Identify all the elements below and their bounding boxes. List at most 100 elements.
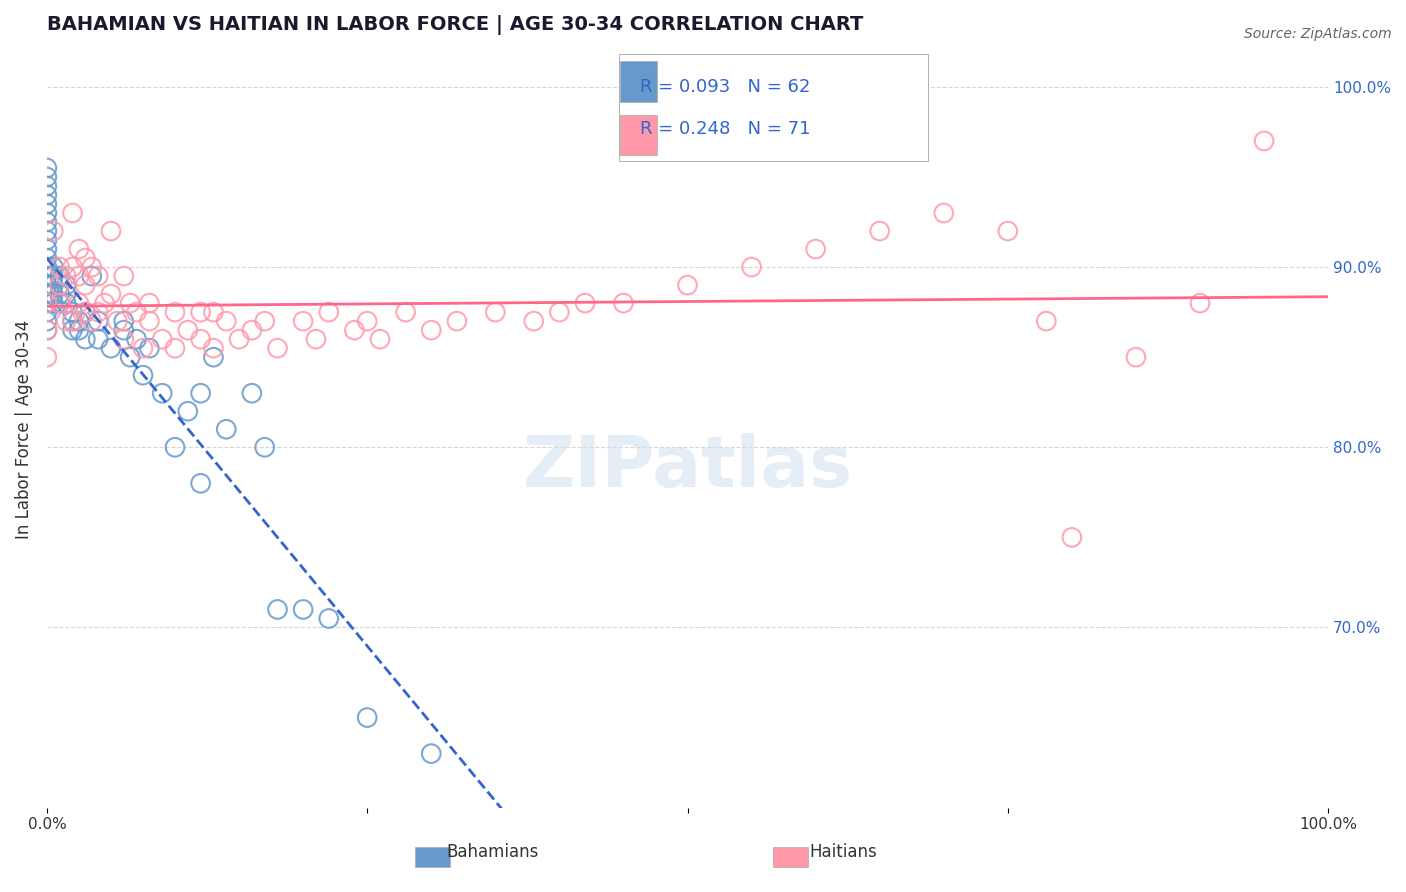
Point xyxy=(67,269,90,284)
Point xyxy=(75,332,97,346)
Point xyxy=(163,440,186,454)
Point xyxy=(48,278,70,293)
Point xyxy=(105,314,128,328)
Point xyxy=(35,323,58,337)
Point xyxy=(55,269,77,284)
Point xyxy=(676,278,699,293)
Point xyxy=(228,332,250,346)
Point xyxy=(35,287,58,301)
Point xyxy=(202,350,225,364)
Point xyxy=(266,341,288,355)
Point xyxy=(356,710,378,724)
Point xyxy=(80,269,103,284)
Point xyxy=(177,404,200,418)
Point xyxy=(177,323,200,337)
Point xyxy=(62,314,84,328)
Point xyxy=(112,269,135,284)
Point xyxy=(35,314,58,328)
Point xyxy=(67,296,90,310)
Point xyxy=(87,305,110,319)
Point xyxy=(420,747,443,761)
Text: Source: ZipAtlas.com: Source: ZipAtlas.com xyxy=(1244,27,1392,41)
Point xyxy=(35,242,58,256)
Point xyxy=(574,296,596,310)
Point xyxy=(932,206,955,220)
Point xyxy=(55,287,77,301)
Point xyxy=(42,278,65,293)
Point xyxy=(35,233,58,247)
Text: Bahamians: Bahamians xyxy=(446,843,538,861)
Point xyxy=(138,341,160,355)
Point xyxy=(1253,134,1275,148)
Point xyxy=(395,305,418,319)
Point xyxy=(132,368,155,383)
Point xyxy=(35,278,58,293)
Point xyxy=(62,260,84,274)
Point xyxy=(48,269,70,284)
Point xyxy=(253,440,276,454)
Text: R = 0.093   N = 62: R = 0.093 N = 62 xyxy=(640,78,810,96)
Point xyxy=(1188,296,1211,310)
Point xyxy=(356,314,378,328)
Point xyxy=(35,197,58,211)
Point xyxy=(253,314,276,328)
Point xyxy=(75,251,97,265)
Point xyxy=(48,278,70,293)
Point xyxy=(35,215,58,229)
Point xyxy=(190,305,212,319)
Point xyxy=(35,169,58,184)
Point xyxy=(138,314,160,328)
Point xyxy=(87,314,110,328)
Point xyxy=(190,386,212,401)
Text: BAHAMIAN VS HAITIAN IN LABOR FORCE | AGE 30-34 CORRELATION CHART: BAHAMIAN VS HAITIAN IN LABOR FORCE | AGE… xyxy=(46,15,863,35)
Point xyxy=(202,305,225,319)
Point xyxy=(48,296,70,310)
Point xyxy=(42,269,65,284)
Point xyxy=(67,314,90,328)
Point xyxy=(42,224,65,238)
Point xyxy=(62,314,84,328)
Point xyxy=(48,260,70,274)
Point xyxy=(112,323,135,337)
Point xyxy=(869,224,891,238)
Point xyxy=(35,260,58,274)
Point xyxy=(55,314,77,328)
Point xyxy=(75,305,97,319)
Point xyxy=(1035,314,1057,328)
Y-axis label: In Labor Force | Age 30-34: In Labor Force | Age 30-34 xyxy=(15,319,32,539)
Point xyxy=(190,476,212,491)
Point xyxy=(741,260,763,274)
Point xyxy=(55,296,77,310)
Point xyxy=(87,269,110,284)
Point xyxy=(120,296,142,310)
Point xyxy=(48,287,70,301)
Point xyxy=(67,323,90,337)
Point xyxy=(35,296,58,310)
Point xyxy=(523,314,546,328)
Point xyxy=(62,206,84,220)
Bar xyxy=(620,114,657,155)
Point xyxy=(318,305,340,319)
Point xyxy=(484,305,506,319)
Point xyxy=(87,332,110,346)
Point xyxy=(163,341,186,355)
Point xyxy=(35,305,58,319)
Point xyxy=(35,179,58,194)
Point xyxy=(318,611,340,625)
Point xyxy=(612,296,634,310)
Text: ZIPatlas: ZIPatlas xyxy=(523,433,852,501)
Point xyxy=(343,323,366,337)
Point xyxy=(42,287,65,301)
Point xyxy=(75,278,97,293)
Point xyxy=(35,296,58,310)
Point xyxy=(42,260,65,274)
Point xyxy=(190,332,212,346)
Point xyxy=(548,305,571,319)
Point xyxy=(1125,350,1147,364)
Point xyxy=(55,278,77,293)
Point xyxy=(292,602,315,616)
Point xyxy=(292,314,315,328)
Point xyxy=(997,224,1019,238)
Point xyxy=(112,332,135,346)
Point xyxy=(80,314,103,328)
